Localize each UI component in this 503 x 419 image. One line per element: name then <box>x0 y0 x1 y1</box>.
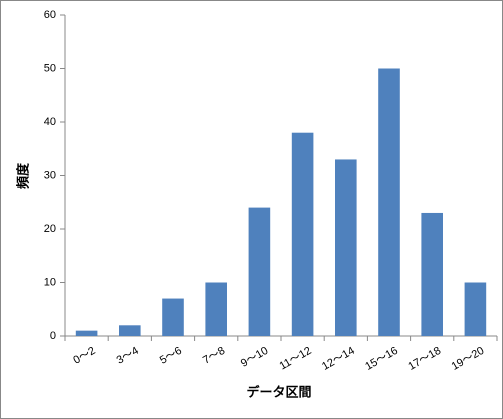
y-tick-label: 50 <box>44 62 56 74</box>
y-tick-label: 0 <box>50 330 56 342</box>
bar <box>162 298 184 336</box>
bar <box>75 330 98 336</box>
y-tick-label: 40 <box>44 116 56 128</box>
bar <box>205 282 227 336</box>
bar <box>335 159 357 336</box>
bar <box>119 325 141 336</box>
x-axis-title: データ区間 <box>246 384 311 399</box>
y-axis-title: 頻度 <box>15 162 30 189</box>
bar <box>464 282 487 336</box>
bar <box>291 132 314 336</box>
bar <box>421 212 443 336</box>
y-tick-label: 30 <box>44 169 56 181</box>
y-tick-label: 10 <box>44 276 56 288</box>
bar <box>248 207 271 336</box>
y-tick-label: 20 <box>44 223 56 235</box>
bar <box>378 68 400 336</box>
y-tick-label: 60 <box>44 9 56 21</box>
